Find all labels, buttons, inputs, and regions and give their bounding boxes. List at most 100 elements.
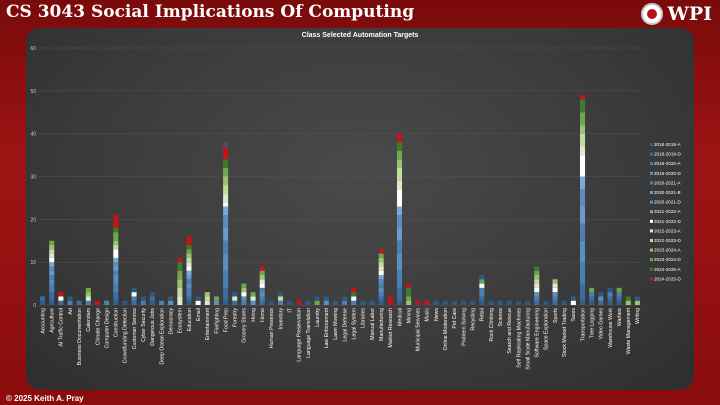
bar-segment [396,240,403,254]
x-tick-label: Waste Management [626,307,632,354]
bar-segment [131,287,137,293]
bar-segment [570,300,576,305]
x-tick-label: AI Traffic Control [59,308,65,347]
legend-label: 2024-2025-D [654,276,681,281]
bar-segment [204,300,210,305]
bar-segment [378,283,384,288]
bar-segment [49,240,55,246]
x-tick-label: Art [68,307,74,314]
x-tick-label: Democracy [168,308,174,335]
bar-segment [589,287,595,293]
x-tick-label: Agriculture [50,308,56,333]
bar-segment [113,300,119,305]
x-tick-label: Language Translation [306,308,312,358]
bar-segment [351,292,357,297]
legend-swatch [650,258,653,262]
bar-segment [149,300,155,305]
x-tick-label: Sports [553,308,559,323]
x-tick-label: Inventory [278,308,284,330]
bar-segment [314,296,320,301]
bar-segment [589,296,595,301]
bar-segment [250,292,256,297]
bar-segment [223,240,229,254]
bar-segment [58,300,64,305]
bar-segment [479,275,485,280]
bar-segment [607,300,613,305]
x-tick-label: Warehouse Work [608,308,614,348]
x-tick-label: Market Research [388,308,394,348]
legend-label: 2024-2025-A [654,267,681,272]
bar-segment [589,300,595,305]
x-tick-label: Accounting [40,308,46,334]
bar-segment [305,300,311,305]
bar-segment [223,215,229,228]
bar-segment [186,262,192,267]
x-tick-label: Education [187,308,193,331]
header: CS 3043 Social Implications Of Computing… [0,0,720,28]
bar-segment [140,296,146,301]
bar-segment [259,266,265,271]
bar-segment [186,296,192,301]
bar-segment [534,296,540,301]
bar-segment [579,262,586,284]
x-tick-label: Writing [635,308,641,324]
x-tick-label: Cyber Security [141,308,147,342]
bar-segment [122,300,128,305]
legend-label: 2021-2022-A [654,209,681,214]
x-tick-label: Climate Change [95,308,101,345]
bar-segment [186,253,192,258]
bar-segment [259,296,265,301]
legend-swatch [650,277,653,281]
legend-swatch [650,143,653,146]
x-tick-label: Firefighting [214,308,220,334]
x-tick-label: Business Documentation [77,308,83,365]
bar-segment [49,292,55,301]
x-tick-label: Laundry [315,308,321,327]
bar-segment [131,296,137,301]
bar-segment [186,266,192,271]
bar-segment [497,300,503,305]
bar-segment [607,296,613,301]
y-tick-label: 0 [33,303,36,309]
bar-segment [195,300,201,305]
stacked-bar-chart: 0 10 20 30 40 50 60 Accounting Agriculture AI Tra… [30,46,681,370]
x-tick-label: Crowdfunding Detection [123,308,129,363]
x-tick-label: Construction [114,308,120,337]
legend-swatch [650,200,653,204]
bar-segment [552,300,558,305]
wpi-seal-icon [641,3,664,25]
bar-segment [177,270,183,280]
bar-segment [579,176,586,190]
bar-segment [534,287,540,293]
legend-swatch [650,210,653,214]
bar-segment [49,257,55,263]
bar-segment [579,206,586,224]
bar-segment [396,287,403,301]
bar-segment [369,300,375,305]
bar-segment [241,296,247,301]
bar-segment [85,300,91,305]
bar-segment [113,270,119,276]
wpi-logo-text: WPI [667,3,712,25]
bar-segment [268,300,274,305]
bar-segment [579,112,586,126]
bar-segment [277,292,284,297]
legend-label: 2019-2020-A [654,161,681,166]
bar-segment [223,287,229,301]
x-tick-label: Small Scale Manufacturing [525,308,531,370]
legend-label: 2018-2019-D [654,152,681,157]
x-tick-label: Libraries [361,308,367,328]
x-tick-label: Customer Service [132,308,138,349]
bar-segment [396,300,403,305]
chart-title: Class Selected Automation Targets [301,32,419,39]
bar-segment [415,300,421,305]
bar-segment [534,270,540,276]
bar-segment [223,253,229,271]
bar-segment [488,300,494,305]
bar-segment [323,296,329,301]
bar-segment [616,296,622,301]
bar-segment [378,287,384,293]
legend-label: 2020-2021-B [654,190,681,195]
bar-segment [506,300,512,305]
x-tick-label: Email [196,308,202,321]
